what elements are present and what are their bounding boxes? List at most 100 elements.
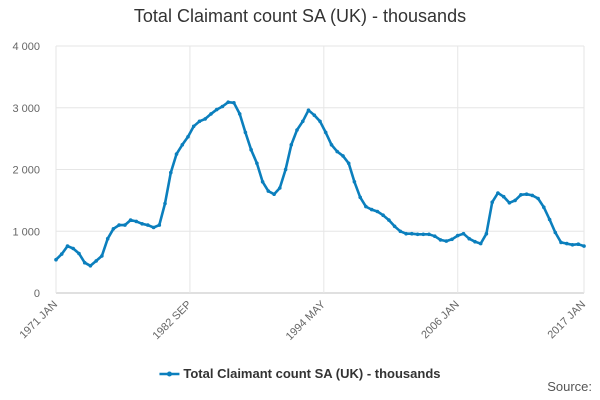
data-point[interactable] xyxy=(283,167,288,172)
data-point[interactable] xyxy=(111,227,116,231)
data-point[interactable] xyxy=(450,237,454,242)
data-point[interactable] xyxy=(255,161,259,166)
data-point[interactable] xyxy=(524,192,529,196)
data-point[interactable] xyxy=(358,195,363,200)
y-tick-label: 2 000 xyxy=(12,165,40,177)
data-point[interactable] xyxy=(582,244,586,248)
data-point[interactable] xyxy=(352,180,357,184)
data-point[interactable] xyxy=(323,130,328,135)
data-point[interactable] xyxy=(180,143,185,147)
data-point[interactable] xyxy=(410,231,414,236)
data-point[interactable] xyxy=(536,196,540,201)
data-point[interactable] xyxy=(266,189,271,193)
data-point[interactable] xyxy=(214,107,219,112)
series-line[interactable] xyxy=(54,100,586,268)
data-point[interactable] xyxy=(163,201,167,206)
data-point[interactable] xyxy=(559,240,563,245)
data-point[interactable] xyxy=(94,259,98,263)
data-point[interactable] xyxy=(346,161,351,166)
data-point[interactable] xyxy=(59,252,64,256)
data-point[interactable] xyxy=(467,236,472,241)
data-point[interactable] xyxy=(191,124,196,129)
data-point[interactable] xyxy=(71,246,75,251)
data-point[interactable] xyxy=(547,217,552,222)
data-point[interactable] xyxy=(197,119,202,124)
data-point[interactable] xyxy=(65,244,70,248)
data-point[interactable] xyxy=(329,143,334,147)
data-point[interactable] xyxy=(438,238,443,242)
data-point[interactable] xyxy=(54,257,58,262)
data-point[interactable] xyxy=(128,218,133,222)
data-point[interactable] xyxy=(157,223,162,227)
data-point[interactable] xyxy=(364,204,368,209)
data-point[interactable] xyxy=(421,232,426,237)
data-point[interactable] xyxy=(570,243,575,247)
data-point[interactable] xyxy=(272,192,276,196)
data-point[interactable] xyxy=(220,104,225,109)
data-point[interactable] xyxy=(496,191,500,195)
data-point[interactable] xyxy=(77,251,81,256)
data-point[interactable] xyxy=(232,101,236,105)
x-tick-label: 1971 JAN xyxy=(17,299,60,342)
data-point[interactable] xyxy=(553,230,558,235)
data-point[interactable] xyxy=(140,222,144,226)
data-point[interactable] xyxy=(519,193,523,197)
data-point[interactable] xyxy=(82,260,87,265)
data-point[interactable] xyxy=(243,130,248,135)
data-point[interactable] xyxy=(295,128,299,132)
data-point[interactable] xyxy=(289,143,294,147)
data-point[interactable] xyxy=(427,232,431,237)
data-point[interactable] xyxy=(226,100,230,104)
data-point[interactable] xyxy=(542,205,546,209)
data-point[interactable] xyxy=(484,231,489,236)
data-point[interactable] xyxy=(278,186,282,190)
data-point[interactable] xyxy=(404,231,408,236)
series-layer xyxy=(54,100,586,268)
data-point[interactable] xyxy=(151,225,156,230)
data-point[interactable] xyxy=(203,117,207,121)
data-point[interactable] xyxy=(146,223,150,227)
data-point[interactable] xyxy=(375,209,380,214)
data-point[interactable] xyxy=(312,113,317,117)
data-point[interactable] xyxy=(490,200,495,204)
data-point[interactable] xyxy=(392,224,397,229)
data-point[interactable] xyxy=(249,147,253,152)
data-point[interactable] xyxy=(301,119,305,124)
data-point[interactable] xyxy=(260,180,265,184)
data-point[interactable] xyxy=(318,119,322,124)
y-axis-tick-labels: 0 1 000 2 000 3 000 4 000 xyxy=(12,41,40,300)
data-point[interactable] xyxy=(117,223,121,227)
data-point[interactable] xyxy=(209,112,213,116)
data-point[interactable] xyxy=(105,236,110,241)
data-point[interactable] xyxy=(455,233,460,238)
data-point[interactable] xyxy=(174,152,179,156)
data-point[interactable] xyxy=(478,241,483,246)
data-point[interactable] xyxy=(341,154,345,158)
data-point[interactable] xyxy=(134,219,139,224)
data-point[interactable] xyxy=(100,254,104,258)
data-point[interactable] xyxy=(444,239,449,243)
data-point[interactable] xyxy=(123,223,127,227)
data-point[interactable] xyxy=(369,207,374,212)
data-point[interactable] xyxy=(186,135,190,139)
data-point[interactable] xyxy=(507,201,512,205)
data-point[interactable] xyxy=(576,242,581,246)
data-point[interactable] xyxy=(335,149,340,154)
data-point[interactable] xyxy=(169,170,173,175)
data-point[interactable] xyxy=(237,112,242,116)
data-point[interactable] xyxy=(513,198,517,203)
data-point[interactable] xyxy=(473,239,477,244)
data-point[interactable] xyxy=(565,241,569,246)
data-point[interactable] xyxy=(381,213,385,217)
data-point[interactable] xyxy=(530,193,535,198)
data-point[interactable] xyxy=(387,218,391,222)
data-point[interactable] xyxy=(461,231,466,236)
data-point[interactable] xyxy=(415,232,420,237)
legend[interactable]: Total Claimant count SA (UK) - thousands xyxy=(159,366,441,381)
data-point[interactable] xyxy=(88,264,93,268)
data-point[interactable] xyxy=(501,194,506,199)
data-point[interactable] xyxy=(433,234,437,238)
data-point[interactable] xyxy=(306,108,311,112)
data-point[interactable] xyxy=(398,229,403,234)
